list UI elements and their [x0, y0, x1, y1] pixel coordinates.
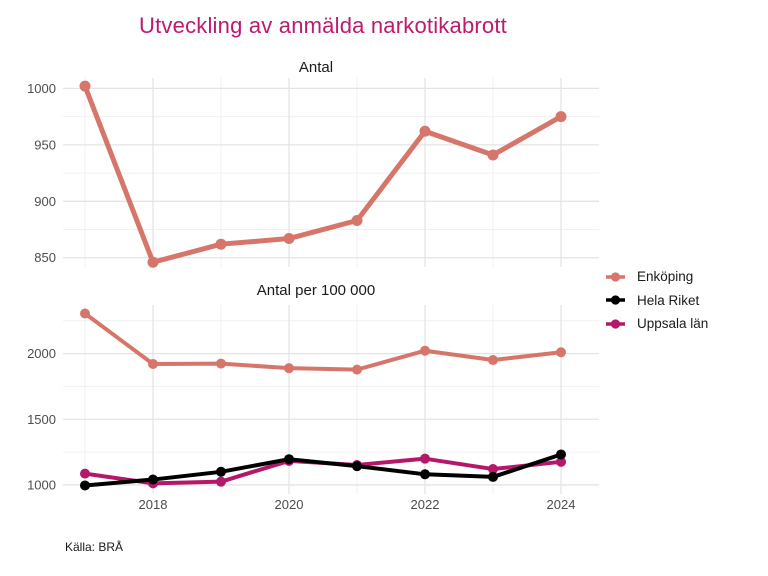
data-point: [283, 233, 295, 245]
data-point: [215, 238, 227, 250]
legend-label: Hela Riket: [637, 292, 700, 308]
legend-label: Uppsala län: [637, 316, 709, 332]
data-point: [556, 456, 566, 467]
data-point: [80, 468, 90, 479]
data-point: [556, 449, 566, 460]
data-point: [420, 469, 430, 480]
x-axis-tick-label: 2020: [275, 497, 304, 512]
line-point-key-icon: [606, 272, 625, 282]
line-point-key-icon: [606, 295, 625, 305]
data-point: [147, 256, 159, 268]
x-axis-tick-label: 2018: [139, 497, 168, 512]
data-point: [148, 358, 158, 369]
data-point: [80, 480, 90, 491]
data-point: [284, 454, 294, 465]
x-axis-tick-label: 2022: [411, 497, 440, 512]
data-point: [419, 125, 431, 137]
y-axis-tick-label: 1000: [27, 477, 56, 492]
data-point: [79, 80, 91, 92]
data-point: [420, 345, 430, 356]
data-point: [216, 358, 226, 369]
data-point: [284, 363, 294, 374]
chart-title: Utveckling av anmälda narkotikabrott: [139, 13, 507, 38]
y-axis-tick-label: 1000: [27, 81, 56, 96]
data-point: [556, 347, 566, 358]
series-hela-riket: [80, 449, 566, 491]
data-point: [216, 476, 226, 487]
series-enk-ping: [80, 308, 566, 375]
x-axis-tick-label: 2024: [547, 497, 576, 512]
series-enk-ping: [79, 80, 567, 268]
legend-item-uppsala-lan: Uppsala län: [606, 312, 708, 336]
legend-item-hela-riket: Hela Riket: [606, 289, 708, 313]
y-axis-tick-label: 2000: [27, 346, 56, 361]
data-point: [352, 461, 362, 472]
data-point: [80, 308, 90, 319]
data-point: [148, 474, 158, 485]
data-point: [420, 453, 430, 464]
legend-label: Enköping: [637, 269, 694, 285]
legend-item-enkoping: Enköping: [606, 265, 708, 289]
line-point-key-icon: [606, 319, 625, 329]
y-axis-tick-label: 1500: [27, 412, 56, 427]
panel-1: 1000 1500 2000 2018 2020 2022 2024: [27, 305, 599, 512]
data-point: [555, 111, 567, 123]
legend: Enköping Hela Riket Uppsala län: [606, 265, 708, 336]
source-caption: Källa: BRÅ: [65, 540, 124, 554]
data-point: [488, 464, 498, 475]
y-axis-tick-label: 900: [34, 194, 56, 209]
y-axis-tick-label: 850: [34, 250, 56, 265]
panel-title-antal-per-100000: Antal per 100 000: [256, 282, 376, 299]
data-point: [351, 214, 363, 226]
y-axis-tick-label: 950: [34, 137, 56, 152]
data-point: [488, 355, 498, 366]
panel-0: 850 900 950 1000: [27, 78, 599, 268]
data-point: [488, 471, 498, 482]
data-point: [487, 149, 499, 161]
panel-title-antal: Antal: [298, 59, 334, 76]
data-point: [352, 364, 362, 375]
data-point: [216, 466, 226, 477]
